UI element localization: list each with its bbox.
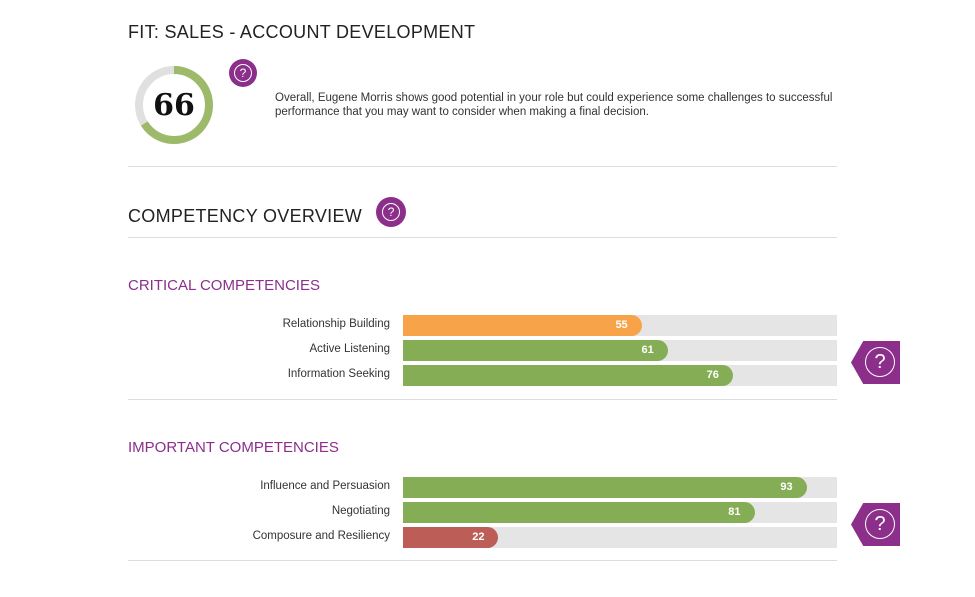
competency-bar-fill: 61	[403, 340, 668, 361]
divider	[128, 237, 837, 238]
gauge-fill	[135, 66, 213, 144]
competency-label: Negotiating	[331, 505, 390, 517]
divider	[128, 166, 837, 167]
fit-summary: Overall, Eugene Morris shows good potent…	[275, 92, 833, 118]
competency-label: Composure and Resiliency	[252, 530, 390, 542]
competency-row: Negotiating 81	[128, 502, 837, 523]
important-help-button[interactable]: ?	[851, 503, 900, 546]
question-icon: ?	[865, 347, 895, 377]
competency-bar-track: 81	[403, 502, 837, 523]
overview-help-button[interactable]: ?	[376, 196, 407, 227]
competency-label: Information Seeking	[287, 368, 390, 380]
competency-bar-fill: 22	[403, 527, 499, 548]
competency-row: Information Seeking 76	[128, 365, 837, 386]
competency-bar-fill: 93	[403, 477, 807, 498]
competency-row: Influence and Persuasion 93	[128, 477, 837, 498]
question-icon: ?	[382, 202, 401, 221]
competency-bar-track: 55	[403, 315, 837, 336]
overview-title: COMPETENCY OVERVIEW	[128, 206, 363, 226]
divider	[128, 399, 837, 400]
competency-label: Relationship Building	[282, 318, 390, 330]
competency-label: Active Listening	[309, 343, 390, 355]
competency-bar-track: 61	[403, 340, 837, 361]
fit-score-gauge: 66	[133, 64, 215, 146]
important-title: IMPORTANT COMPETENCIES	[128, 439, 339, 456]
question-icon: ?	[865, 509, 895, 539]
critical-title: CRITICAL COMPETENCIES	[128, 277, 320, 294]
competency-bar-track: 22	[403, 527, 837, 548]
overview-header: COMPETENCY OVERVIEW ?	[128, 196, 407, 227]
competency-row: Relationship Building 55	[128, 315, 837, 336]
competency-label: Influence and Persuasion	[260, 480, 390, 492]
competency-bar-fill: 76	[403, 365, 733, 386]
gauge-ring	[135, 66, 213, 144]
competency-bar-fill: 55	[403, 315, 642, 336]
fit-score: 66	[153, 87, 195, 123]
competency-bar-track: 76	[403, 365, 837, 386]
competency-bar-track: 93	[403, 477, 837, 498]
critical-help-button[interactable]: ?	[851, 341, 900, 384]
competency-bar-fill: 81	[403, 502, 755, 523]
divider	[128, 560, 837, 561]
fit-help-button[interactable]: ?	[229, 59, 257, 87]
competency-row: Active Listening 61	[128, 340, 837, 361]
competency-row: Composure and Resiliency 22	[128, 527, 837, 548]
question-icon: ?	[234, 64, 252, 82]
fit-title: FIT: SALES - ACCOUNT DEVELOPMENT	[128, 22, 476, 42]
